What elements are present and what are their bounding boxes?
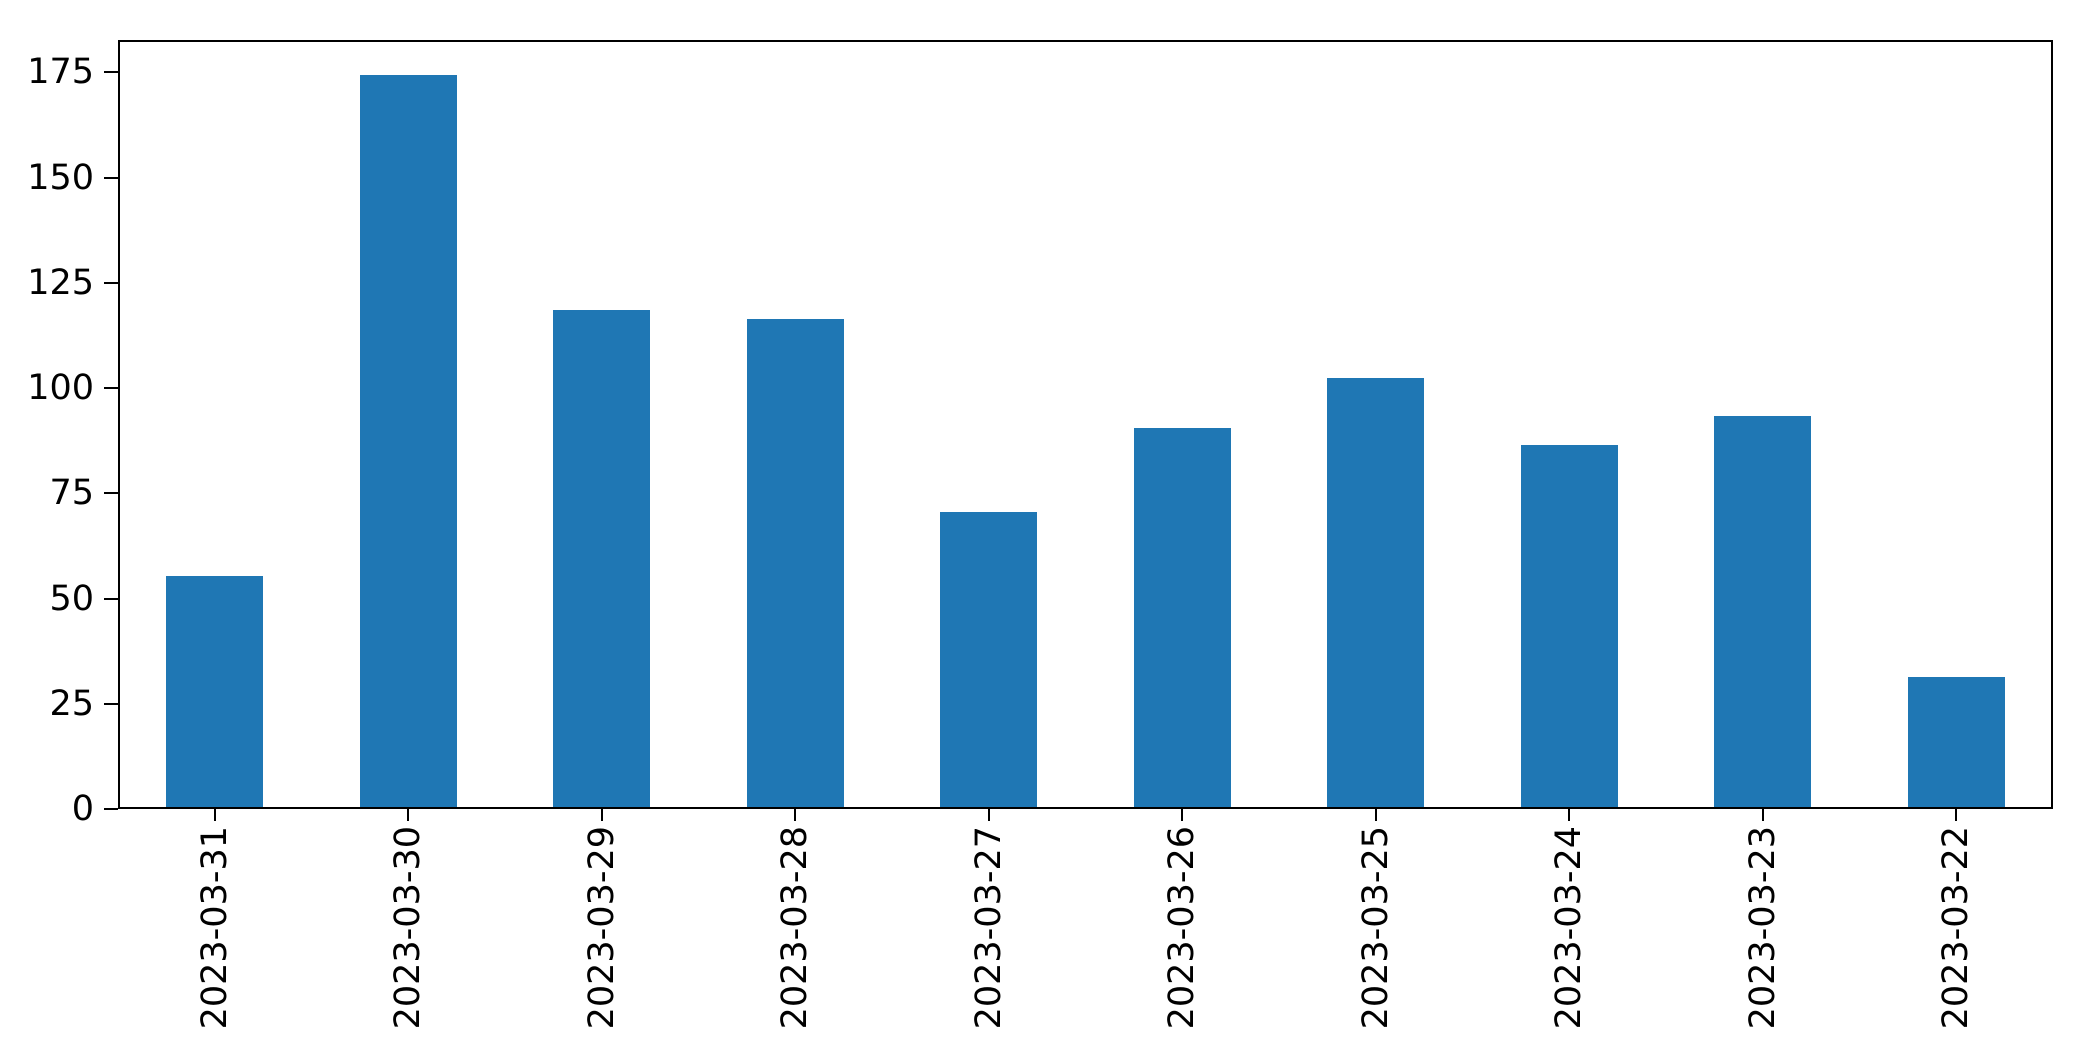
y-tick-mark-100 <box>104 387 118 390</box>
bar-2023-03-26 <box>1133 428 1231 807</box>
x-tick-mark-2023-03-30 <box>407 809 410 821</box>
x-tick-mark-2023-03-27 <box>987 809 990 821</box>
y-tick-mark-75 <box>104 492 118 495</box>
x-tick-mark-2023-03-24 <box>1568 809 1571 821</box>
bar-2023-03-22 <box>1907 676 2005 807</box>
x-tick-label-2023-03-29: 2023-03-29 <box>581 826 622 1030</box>
x-tick-mark-2023-03-26 <box>1181 809 1184 821</box>
x-tick-label-2023-03-23: 2023-03-23 <box>1742 826 1783 1030</box>
x-tick-label-2023-03-24: 2023-03-24 <box>1549 826 1590 1030</box>
bar-2023-03-30 <box>359 74 457 807</box>
x-tick-label-2023-03-31: 2023-03-31 <box>194 826 235 1030</box>
x-tick-label-2023-03-22: 2023-03-22 <box>1936 826 1977 1030</box>
x-tick-label-2023-03-28: 2023-03-28 <box>775 826 816 1030</box>
y-tick-mark-0 <box>104 808 118 810</box>
y-tick-mark-50 <box>104 597 118 600</box>
x-tick-mark-2023-03-31 <box>213 809 216 821</box>
x-tick-mark-2023-03-22 <box>1955 809 1958 821</box>
bar-2023-03-25 <box>1327 377 1425 807</box>
bar-2023-03-29 <box>553 310 651 807</box>
x-tick-label-2023-03-30: 2023-03-30 <box>388 826 429 1030</box>
y-tick-mark-25 <box>104 702 118 705</box>
y-tick-label-25: 25 <box>49 683 94 724</box>
x-tick-mark-2023-03-29 <box>600 809 603 821</box>
y-tick-mark-150 <box>104 176 118 179</box>
y-tick-mark-175 <box>104 71 118 74</box>
y-tick-label-150: 150 <box>27 157 94 198</box>
plot-area <box>118 40 2053 809</box>
y-tick-label-100: 100 <box>27 368 94 409</box>
y-tick-label-175: 175 <box>27 52 94 93</box>
bar-2023-03-28 <box>746 318 844 807</box>
y-tick-label-0: 0 <box>71 789 94 829</box>
x-tick-label-2023-03-27: 2023-03-27 <box>968 826 1009 1030</box>
x-tick-label-2023-03-25: 2023-03-25 <box>1355 826 1396 1030</box>
x-tick-mark-2023-03-25 <box>1374 809 1377 821</box>
y-tick-mark-125 <box>104 281 118 284</box>
bar-2023-03-31 <box>166 575 264 807</box>
y-tick-label-125: 125 <box>27 262 94 303</box>
y-tick-label-50: 50 <box>49 578 94 619</box>
bar-2023-03-27 <box>940 512 1038 807</box>
y-tick-label-75: 75 <box>49 473 94 514</box>
bar-2023-03-24 <box>1520 445 1618 807</box>
x-tick-mark-2023-03-23 <box>1761 809 1764 821</box>
bar-2023-03-23 <box>1714 415 1812 807</box>
x-tick-mark-2023-03-28 <box>794 809 797 821</box>
x-tick-label-2023-03-26: 2023-03-26 <box>1162 826 1203 1030</box>
